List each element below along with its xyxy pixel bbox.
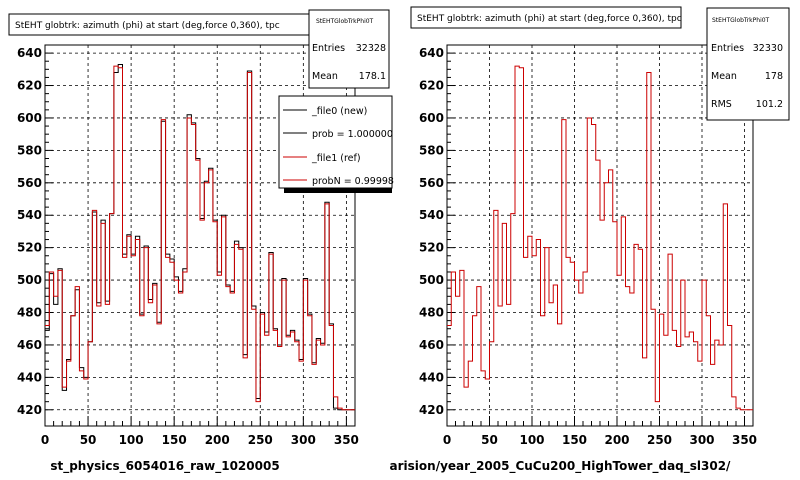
right-stats-title: StEHTGlobTrkPhi0T xyxy=(712,17,770,24)
right-ytick-label-640: 640 xyxy=(419,46,444,60)
left-title: StEHT globtrk: azimuth (phi) at start (d… xyxy=(15,21,280,31)
left-stats-title: StEHTGlobTrkPhi0T xyxy=(316,18,374,25)
right-stats-mean-label: Mean xyxy=(711,71,737,82)
left-ytick-label-500: 500 xyxy=(17,273,42,287)
left-legend-entries: _file0 (new) prob = 1.000000 _file1 (ref… xyxy=(283,106,394,187)
left-stats-box xyxy=(308,9,390,89)
right-stats-rms-label: RMS xyxy=(711,99,732,110)
left-xtick-label-100: 100 xyxy=(119,433,144,447)
left-ytick-label-440: 440 xyxy=(17,370,42,384)
right-stats-entries-label: Entries xyxy=(711,43,744,54)
right-ytick-label-580: 580 xyxy=(419,143,444,157)
right-xtick-label-300: 300 xyxy=(689,433,714,447)
right-ytick-label-560: 560 xyxy=(419,176,444,190)
right-ytick-label-620: 620 xyxy=(419,79,444,93)
right-xtick-label-0: 0 xyxy=(443,433,451,447)
right-title-box xyxy=(410,6,682,29)
left-stats-entries-value: 32328 xyxy=(356,43,386,54)
legend-label-probn: probN = 0.99998 xyxy=(312,176,394,187)
right-ytick-label-420: 420 xyxy=(419,403,444,417)
right-stats-rms-value: 101.2 xyxy=(756,99,783,110)
left-stats-mean-value: 178.1 xyxy=(359,71,386,82)
left-ytick-label-640: 640 xyxy=(17,46,42,60)
left-xtick-label-250: 250 xyxy=(248,433,273,447)
left-histogram-panel: 420 440 460 480 500 520 540 560 580 600 620 640 0 50 1… xyxy=(8,9,394,474)
legend-label-file0: _file0 (new) xyxy=(311,106,367,117)
right-plot-area: 420 440 460 480 500 520 540 560 580 600 620 640 0 50 1… xyxy=(419,44,757,447)
right-ytick-label-540: 540 xyxy=(419,208,444,222)
left-x-label: st_physics_6054016_raw_1020005 xyxy=(50,459,279,474)
right-ytick-label-480: 480 xyxy=(419,306,444,320)
left-xtick-label-0: 0 xyxy=(41,433,49,447)
right-xtick-label-150: 150 xyxy=(562,433,587,447)
right-series-series-0 xyxy=(447,65,753,411)
right-xtick-label-250: 250 xyxy=(647,433,672,447)
left-xtick-label-200: 200 xyxy=(205,433,230,447)
left-xtick-label-350: 350 xyxy=(334,433,359,447)
right-x-label: arision/year_2005_CuCu200_HighTower_daq_… xyxy=(390,459,732,474)
right-ytick-label-460: 460 xyxy=(419,338,444,352)
right-histogram-panel: 420 440 460 480 500 520 540 560 580 600 620 640 0 50 1… xyxy=(390,6,790,474)
left-stats-entries-label: Entries xyxy=(312,43,345,54)
right-ytick-label-440: 440 xyxy=(419,370,444,384)
left-ytick-label-560: 560 xyxy=(17,176,42,190)
right-title: StEHT globtrk: azimuth (phi) at start (d… xyxy=(417,14,682,24)
left-xtick-label-300: 300 xyxy=(291,433,316,447)
right-stats-mean-value: 178 xyxy=(765,71,783,82)
left-ytick-label-520: 520 xyxy=(17,241,42,255)
legend-label-file1: _file1 (ref) xyxy=(311,153,361,164)
left-xtick-label-150: 150 xyxy=(162,433,187,447)
left-xtick-label-50: 50 xyxy=(80,433,97,447)
legend-label-prob: prob = 1.000000 xyxy=(312,129,393,140)
right-stats-entries-value: 32330 xyxy=(753,43,783,54)
right-xtick-label-200: 200 xyxy=(604,433,629,447)
left-ytick-label-540: 540 xyxy=(17,208,42,222)
left-ytick-label-480: 480 xyxy=(17,306,42,320)
left-ytick-label-580: 580 xyxy=(17,143,42,157)
right-stats-box xyxy=(706,7,790,121)
left-series--file1-ref- xyxy=(45,65,355,411)
right-ytick-label-500: 500 xyxy=(419,273,444,287)
right-xtick-label-50: 50 xyxy=(481,433,498,447)
right-xtick-label-100: 100 xyxy=(519,433,544,447)
left-ytick-label-620: 620 xyxy=(17,79,42,93)
left-legend-box xyxy=(278,95,393,189)
right-ytick-label-600: 600 xyxy=(419,111,444,125)
left-ytick-label-460: 460 xyxy=(17,338,42,352)
left-stats-mean-label: Mean xyxy=(312,71,338,82)
right-xtick-label-350: 350 xyxy=(732,433,757,447)
left-ytick-label-600: 600 xyxy=(17,111,42,125)
right-ytick-label-520: 520 xyxy=(419,241,444,255)
left-ytick-label-420: 420 xyxy=(17,403,42,417)
